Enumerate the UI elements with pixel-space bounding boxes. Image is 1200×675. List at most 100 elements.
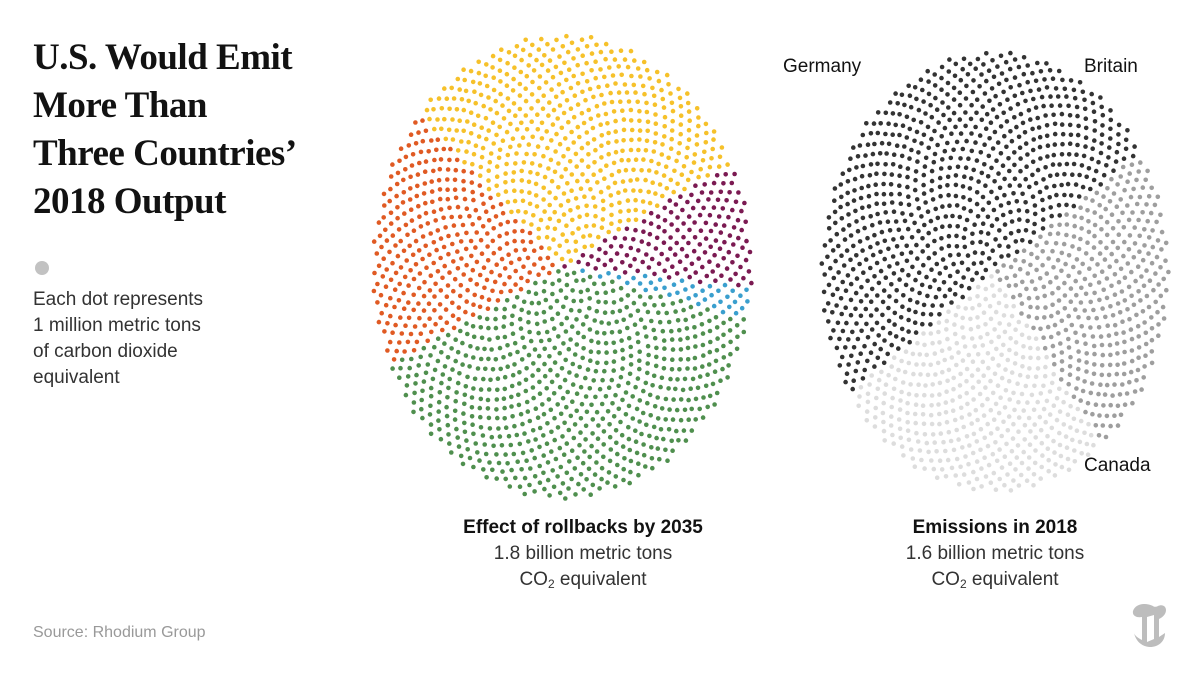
dot-segment-e-green- xyxy=(532,455,537,461)
dot-britain xyxy=(1120,164,1126,170)
dot-germany xyxy=(979,72,984,77)
dot-segment-e-green- xyxy=(440,372,446,377)
dot-segment-b-yellow- xyxy=(490,65,495,70)
dot-segment-e-green- xyxy=(735,334,740,340)
dot-segment-e-green- xyxy=(509,467,514,473)
dot-germany xyxy=(945,80,951,86)
dot-segment-e-green- xyxy=(705,307,710,312)
dot-segment-e-green- xyxy=(633,428,638,434)
dot-segment-a-orange- xyxy=(531,248,537,253)
dot-segment-e-green- xyxy=(597,486,602,491)
dot-britain xyxy=(1063,261,1068,267)
dot-segment-b-yellow- xyxy=(519,57,524,63)
dot-segment-b-yellow- xyxy=(598,67,603,72)
dot-britain xyxy=(1138,160,1143,165)
dot-canada xyxy=(929,403,934,408)
dot-segment-e-green- xyxy=(467,364,472,369)
dot-britain xyxy=(1085,400,1091,406)
dot-segment-b-yellow- xyxy=(650,180,655,185)
dot-segment-a-orange- xyxy=(445,167,451,172)
dot-segment-e-green- xyxy=(502,334,508,340)
dot-segment-a-orange- xyxy=(417,315,422,321)
dot-britain xyxy=(1055,231,1061,236)
dot-segment-b-yellow- xyxy=(466,98,472,104)
dot-segment-b-yellow- xyxy=(601,206,606,212)
dot-germany xyxy=(913,309,918,315)
dot-germany xyxy=(916,270,922,276)
dot-segment-b-yellow- xyxy=(563,136,568,141)
dot-germany xyxy=(990,107,996,112)
dot-britain xyxy=(1050,343,1056,349)
dot-segment-b-yellow- xyxy=(681,164,687,169)
dot-germany xyxy=(894,288,899,293)
dot-germany xyxy=(942,148,948,154)
dot-canada xyxy=(902,369,908,375)
dot-germany xyxy=(857,143,863,148)
dot-segment-a-orange- xyxy=(428,273,434,279)
dot-segment-b-yellow- xyxy=(626,208,631,214)
dot-segment-e-green- xyxy=(678,357,683,362)
dot-segment-e-green- xyxy=(445,355,451,360)
dot-canada xyxy=(913,420,918,426)
dot-britain xyxy=(1125,179,1130,184)
dot-segment-e-green- xyxy=(541,453,546,458)
dot-segment-e-green- xyxy=(404,383,410,388)
dot-segment-b-yellow- xyxy=(652,140,658,145)
dot-segment-b-yellow- xyxy=(634,177,640,182)
dot-segment-d-blue- xyxy=(716,288,721,294)
dot-segment-b-yellow- xyxy=(654,170,659,175)
dot-segment-e-green- xyxy=(452,408,458,414)
dot-segment-b-yellow- xyxy=(593,59,598,64)
dot-segment-b-yellow- xyxy=(561,154,566,159)
dot-canada xyxy=(1038,391,1044,396)
dot-germany xyxy=(982,142,987,147)
dot-segment-e-green- xyxy=(654,354,659,360)
dot-germany xyxy=(872,341,877,347)
dot-segment-e-green- xyxy=(669,337,675,342)
dot-segment-b-yellow- xyxy=(556,218,562,224)
dot-segment-e-green- xyxy=(512,362,517,367)
dot-germany xyxy=(1012,57,1018,62)
dot-canada xyxy=(980,359,986,365)
dot-segment-e-green- xyxy=(442,341,447,346)
dot-canada xyxy=(970,359,976,365)
dot-canada xyxy=(891,386,897,392)
dot-segment-e-green- xyxy=(458,453,464,459)
dot-segment-e-green- xyxy=(475,346,480,351)
dot-segment-e-green- xyxy=(544,386,549,391)
dot-segment-b-yellow- xyxy=(506,108,512,114)
dot-germany xyxy=(859,328,864,334)
dot-segment-b-yellow- xyxy=(702,149,707,155)
dot-segment-b-yellow- xyxy=(484,83,490,89)
dot-segment-e-green- xyxy=(423,370,429,376)
dot-germany xyxy=(1012,93,1018,99)
dot-germany xyxy=(921,191,927,196)
dot-segment-e-green- xyxy=(407,365,413,371)
dot-segment-e-green- xyxy=(517,316,523,322)
dot-segment-e-green- xyxy=(551,484,557,490)
dot-segment-c-purple- xyxy=(622,236,628,241)
dot-segment-a-orange- xyxy=(477,215,482,221)
dot-canada xyxy=(948,438,954,444)
dot-britain xyxy=(1149,260,1155,266)
dot-canada xyxy=(1029,392,1035,398)
dot-britain xyxy=(1152,202,1158,208)
dot-germany xyxy=(1027,184,1032,190)
dot-segment-b-yellow- xyxy=(569,129,574,135)
dot-segment-b-yellow- xyxy=(470,161,475,167)
dot-segment-e-green- xyxy=(416,363,422,368)
dot-britain xyxy=(1075,376,1081,381)
dot-segment-b-yellow- xyxy=(626,217,631,223)
dot-canada xyxy=(1036,355,1041,361)
dot-germany xyxy=(868,244,873,250)
dot-britain xyxy=(1056,285,1061,291)
dot-segment-b-yellow- xyxy=(564,223,569,228)
dot-segment-b-yellow- xyxy=(703,121,709,127)
dot-canada xyxy=(881,428,887,434)
dot-britain xyxy=(1122,402,1128,408)
dot-segment-e-green- xyxy=(660,328,666,334)
dot-segment-a-orange- xyxy=(426,149,432,154)
dot-germany xyxy=(1006,253,1011,258)
dot-segment-e-green- xyxy=(446,432,451,437)
dot-germany xyxy=(865,278,870,284)
